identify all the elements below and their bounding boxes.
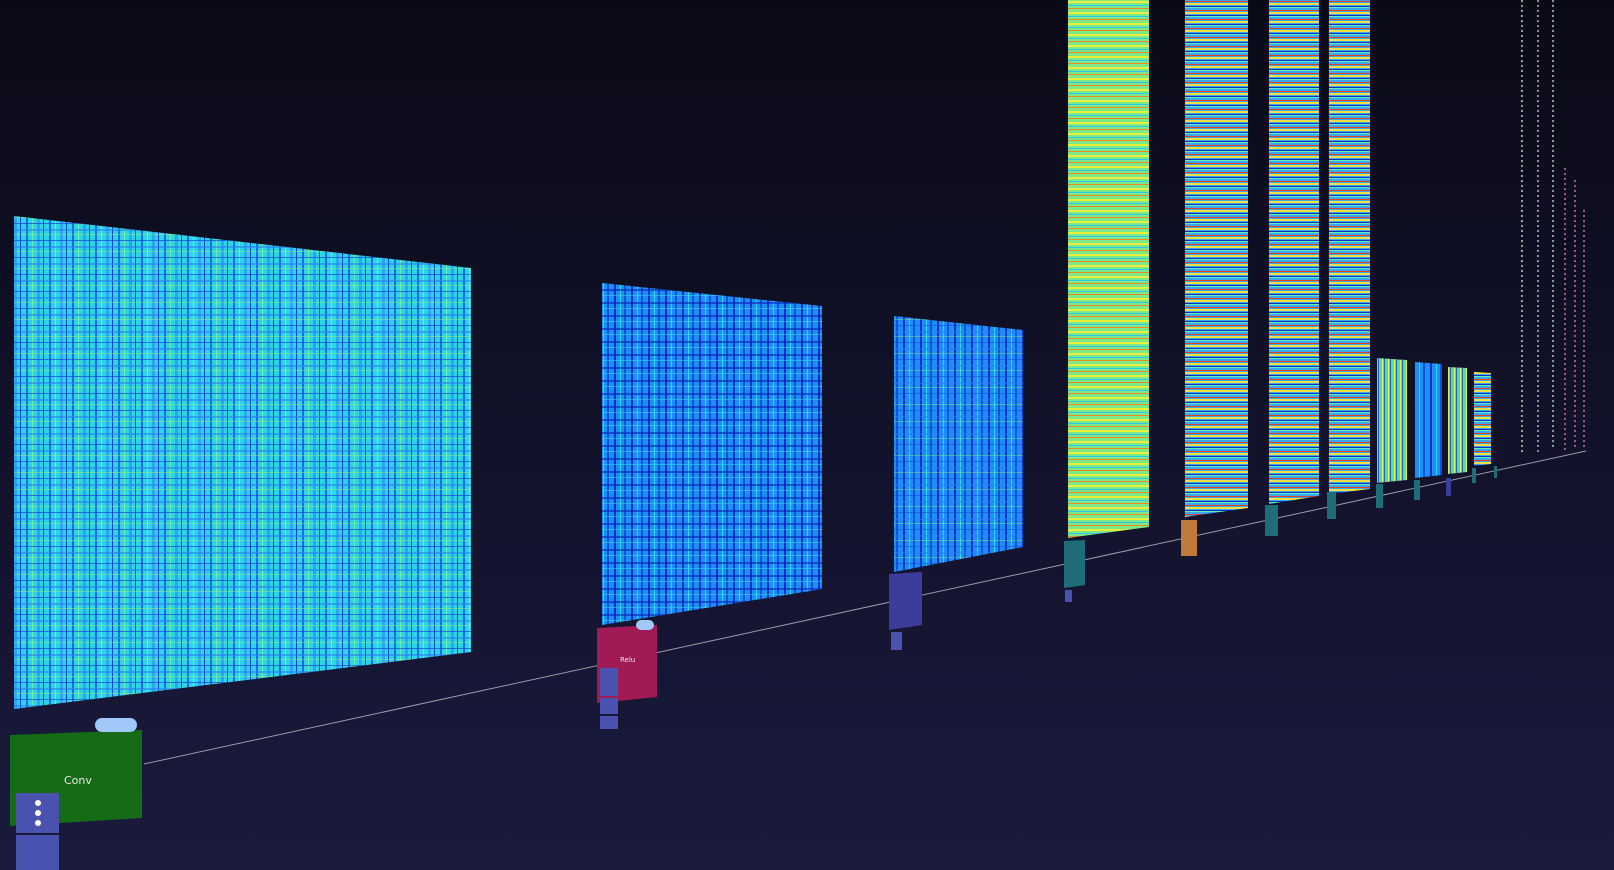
node[interactable] [1327, 492, 1336, 519]
thin-maps [1521, 0, 1585, 455]
node[interactable] [1472, 468, 1476, 483]
node[interactable] [1265, 505, 1278, 536]
feature-map [1448, 367, 1467, 474]
feature-map [1329, 0, 1370, 494]
node[interactable] [889, 572, 922, 650]
feature-map [1068, 0, 1149, 538]
node-label: Relu [620, 656, 635, 664]
feature-map [1185, 0, 1248, 517]
feature-map [1415, 362, 1442, 478]
node[interactable] [1446, 478, 1451, 496]
feature-map [894, 316, 1023, 572]
node[interactable] [1181, 520, 1197, 556]
node[interactable] [1494, 466, 1497, 478]
node-relu[interactable]: Relu [597, 620, 657, 729]
node-conv[interactable]: Conv [10, 718, 142, 870]
node-label: Conv [64, 774, 92, 787]
feature-map [1377, 358, 1407, 483]
feature-map [14, 216, 471, 709]
node[interactable] [1376, 484, 1383, 508]
feature-map [1474, 372, 1491, 466]
feature-map [602, 283, 822, 625]
node[interactable] [1414, 480, 1420, 500]
feature-map [1269, 0, 1319, 504]
node[interactable] [1064, 540, 1085, 602]
connection-line [143, 450, 1587, 765]
